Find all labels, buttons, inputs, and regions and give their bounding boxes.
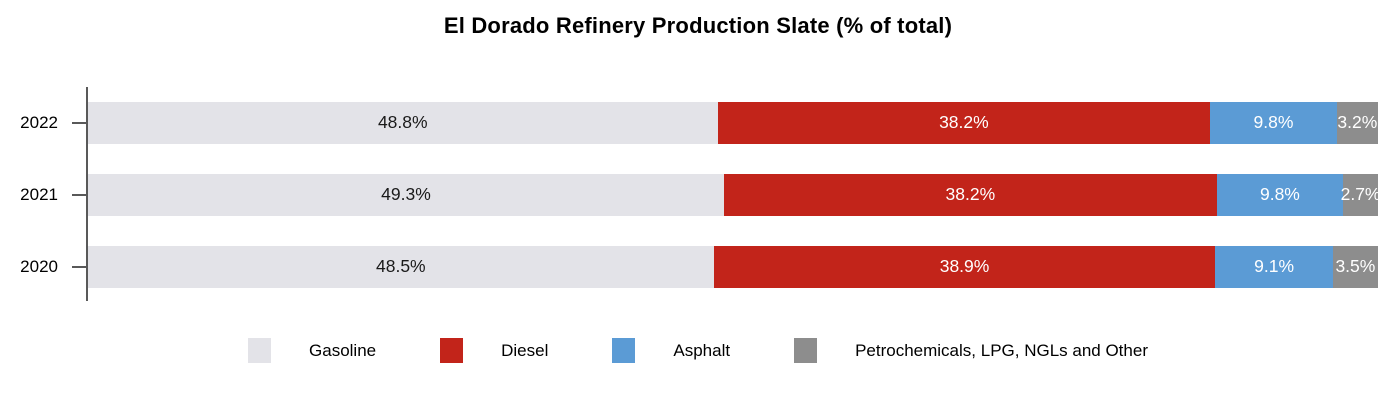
bar-segment-value: 2.7% xyxy=(1340,184,1381,205)
y-axis-tick xyxy=(72,194,86,196)
bar-segment-petrochemicals-lpg-ngls-and-other: 3.5% xyxy=(1332,246,1378,288)
bar-segment-value: 48.5% xyxy=(376,256,426,277)
stacked-bar-2022: 48.8% 38.2% 9.8% 3.2% xyxy=(88,102,1378,144)
bar-row-2022: 2022 48.8% 38.2% 9.8% 3.2% xyxy=(0,102,1396,144)
y-axis-label: 2021 xyxy=(20,185,58,204)
bar-row-2021: 2021 49.3% 38.2% 9.8% 2.7% xyxy=(0,174,1396,216)
stacked-bar-2021: 49.3% 38.2% 9.8% 2.7% xyxy=(88,174,1381,216)
legend-item-gasoline: Gasoline xyxy=(248,338,376,363)
bar-segment-value: 38.2% xyxy=(939,112,989,133)
bar-segment-diesel: 38.2% xyxy=(717,102,1211,144)
bar-segment-asphalt: 9.8% xyxy=(1210,102,1337,144)
chart-title: El Dorado Refinery Production Slate (% o… xyxy=(443,13,953,38)
legend-item-diesel: Diesel xyxy=(440,338,548,363)
legend-swatch-petrochemicals-lpg-ngls-and-other xyxy=(794,338,818,363)
bar-segment-asphalt: 9.8% xyxy=(1216,174,1344,216)
legend-item-petrochemicals-lpg-ngls-and-other: Petrochemicals, LPG, NGLs and Other xyxy=(794,338,1148,363)
legend-swatch-asphalt xyxy=(612,338,636,363)
legend: Gasoline Diesel Asphalt Petrochemicals, LPG… xyxy=(0,338,1396,363)
legend-swatch-gasoline xyxy=(248,338,272,363)
bar-segment-value: 49.3% xyxy=(381,184,431,205)
stacked-bar-2020: 48.5% 38.9% 9.1% 3.5% xyxy=(88,246,1378,288)
y-axis-label: 2022 xyxy=(20,113,58,132)
bar-segment-petrochemicals-lpg-ngls-and-other: 3.2% xyxy=(1336,102,1378,144)
bar-segment-value: 38.2% xyxy=(945,184,996,205)
bar-segment-value: 9.8% xyxy=(1259,184,1300,205)
y-axis-line xyxy=(86,87,88,301)
bar-segment-value: 9.8% xyxy=(1253,112,1294,133)
legend-label: Asphalt xyxy=(673,340,731,360)
legend-item-asphalt: Asphalt xyxy=(612,338,730,363)
bar-segment-value: 48.8% xyxy=(377,112,428,133)
bar-segment-petrochemicals-lpg-ngls-and-other: 2.7% xyxy=(1340,174,1381,216)
bar-segment-value: 9.1% xyxy=(1254,256,1295,277)
legend-label: Gasoline xyxy=(309,340,377,360)
y-axis-tick xyxy=(72,266,86,268)
y-axis-label: 2020 xyxy=(20,257,58,276)
y-axis-tick xyxy=(72,122,86,124)
bar-segment-gasoline: 48.5% xyxy=(88,246,714,288)
bar-segment-value: 38.9% xyxy=(939,256,990,277)
bar-segment-gasoline: 48.8% xyxy=(88,102,718,144)
bar-segment-value: 3.5% xyxy=(1335,256,1376,277)
bar-segment-diesel: 38.9% xyxy=(713,246,1216,288)
bar-segment-value: 3.2% xyxy=(1337,112,1378,133)
bar-segment-diesel: 38.2% xyxy=(723,174,1217,216)
bar-segment-asphalt: 9.1% xyxy=(1215,246,1333,288)
legend-label: Petrochemicals, LPG, NGLs and Other xyxy=(855,340,1148,360)
bar-segment-gasoline: 49.3% xyxy=(88,174,724,216)
legend-swatch-diesel xyxy=(440,338,464,363)
bar-row-2020: 2020 48.5% 38.9% 9.1% 3.5% xyxy=(0,246,1396,288)
legend-label: Diesel xyxy=(501,340,549,360)
